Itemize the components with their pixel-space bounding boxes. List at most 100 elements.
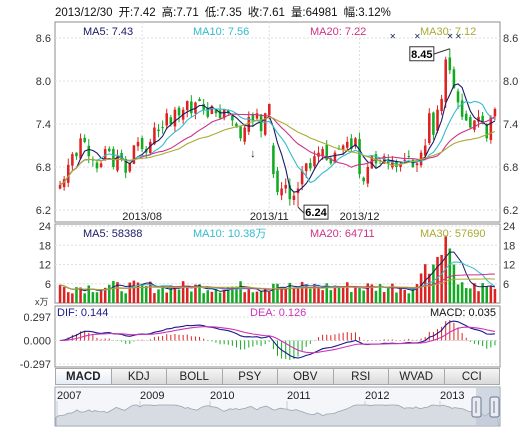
candle-body xyxy=(140,138,144,150)
date-tick-label: 2013/08 xyxy=(122,211,162,223)
event-marker[interactable]: ✕ xyxy=(389,32,396,41)
candle-body xyxy=(460,100,464,117)
candle-body xyxy=(198,99,201,102)
volume-bar xyxy=(292,287,296,303)
volume-bar xyxy=(91,292,95,303)
volume-bar xyxy=(198,284,201,303)
volume-bar xyxy=(391,283,394,303)
annotation-label: 6.24 xyxy=(305,207,327,219)
candle-body xyxy=(473,120,476,130)
event-marker[interactable]: ✕ xyxy=(447,32,454,41)
candle-body xyxy=(370,156,374,169)
volume-panel xyxy=(58,235,497,303)
volume-bar xyxy=(407,293,411,303)
volume-tick-label-right: 24 xyxy=(503,221,515,233)
candle-body xyxy=(329,158,333,164)
timeline-navigator[interactable]: 2007 2009 2010 2011 2012 2013 xyxy=(54,386,501,427)
volume-bar xyxy=(325,283,329,303)
volume-bar xyxy=(190,291,193,303)
volume-bar xyxy=(268,291,271,303)
volume-bar xyxy=(374,290,378,303)
candle-body xyxy=(432,112,435,135)
volume-bar xyxy=(255,291,259,303)
candle-body xyxy=(304,163,308,172)
volume-bar xyxy=(440,254,443,303)
candle-body xyxy=(325,144,329,160)
volume-bar xyxy=(403,289,406,303)
price-tick-label: 8.0 xyxy=(36,76,51,88)
candle-body xyxy=(190,101,193,114)
volume-ma-legend: MA5: 58388 xyxy=(83,228,142,240)
candle-body xyxy=(132,145,136,164)
volume-bar xyxy=(460,282,464,303)
tab-obv[interactable]: OBV xyxy=(278,368,334,385)
volume-bar xyxy=(202,293,205,303)
volume-bar xyxy=(288,282,292,303)
candle-body xyxy=(436,109,439,131)
candle-body xyxy=(116,156,119,171)
volume-bar xyxy=(210,291,214,303)
volume-bar xyxy=(304,284,308,303)
candle-body xyxy=(71,154,74,166)
volume-bar xyxy=(263,289,267,303)
tab-wvad[interactable]: WVAD xyxy=(389,368,445,385)
volume-bar xyxy=(124,293,127,303)
candle-body xyxy=(272,145,275,175)
quote-date: 2013/12/30 xyxy=(55,7,113,19)
volume-bar xyxy=(350,292,353,303)
candle-body xyxy=(157,129,160,132)
volume-bar xyxy=(411,287,415,303)
candle-body xyxy=(206,108,210,117)
candle-body xyxy=(284,184,287,189)
tab-macd[interactable]: MACD xyxy=(55,368,112,385)
volume-bar xyxy=(341,287,345,303)
volume-bar xyxy=(226,287,230,303)
candle-body xyxy=(99,163,103,167)
volume-bar xyxy=(112,281,115,303)
tab-cci[interactable]: CCI xyxy=(444,368,500,385)
ma30-line xyxy=(59,116,496,186)
candle-body xyxy=(489,116,493,140)
volume-bar xyxy=(272,283,275,303)
volume-bar xyxy=(395,292,398,303)
candle-body xyxy=(382,156,386,164)
event-marker[interactable]: ✕ xyxy=(455,32,462,41)
indicator-tabs: MACD KDJ BOLL PSY OBV RSI WVAD CCI xyxy=(55,368,500,385)
candle-body xyxy=(239,126,242,139)
candle-body xyxy=(210,106,214,114)
tab-psy[interactable]: PSY xyxy=(222,368,278,385)
candle-body xyxy=(231,115,234,121)
volume-bar xyxy=(382,292,386,303)
candle-body xyxy=(222,109,226,119)
volume-bar xyxy=(99,289,103,303)
price-tick-label-right: 8.0 xyxy=(503,76,518,88)
candle-body xyxy=(95,162,99,169)
date-tick-label: 2013/12 xyxy=(340,211,380,223)
arrow-down-icon: ↓ xyxy=(250,148,256,160)
volume-bar xyxy=(144,286,148,303)
tab-kdj[interactable]: KDJ xyxy=(111,368,167,385)
tab-rsi[interactable]: RSI xyxy=(333,368,389,385)
volume-bar xyxy=(58,284,62,303)
volume-bar xyxy=(280,288,283,303)
volume-bar xyxy=(423,264,427,303)
candle-body xyxy=(177,107,181,116)
volume-bar xyxy=(181,281,185,303)
volume-bar xyxy=(387,287,390,303)
price-ma-legend: MA20: 7.22 xyxy=(310,26,366,38)
price-ma-legend: MA5: 7.43 xyxy=(83,26,133,38)
volume-bar xyxy=(456,284,460,303)
event-marker[interactable]: ✕ xyxy=(414,32,421,41)
volume-bar xyxy=(243,292,246,303)
volume-bar xyxy=(177,289,181,303)
candle-body xyxy=(66,164,70,183)
volume-bar xyxy=(83,293,86,303)
volume-bar xyxy=(317,287,320,303)
price-tick-label-right: 6.2 xyxy=(503,205,518,217)
candle-body xyxy=(452,69,456,89)
candle-body xyxy=(428,113,431,144)
tab-boll[interactable]: BOLL xyxy=(167,368,223,385)
price-ma-legend: MA30: 7.12 xyxy=(420,26,476,38)
candle-body xyxy=(247,116,251,132)
